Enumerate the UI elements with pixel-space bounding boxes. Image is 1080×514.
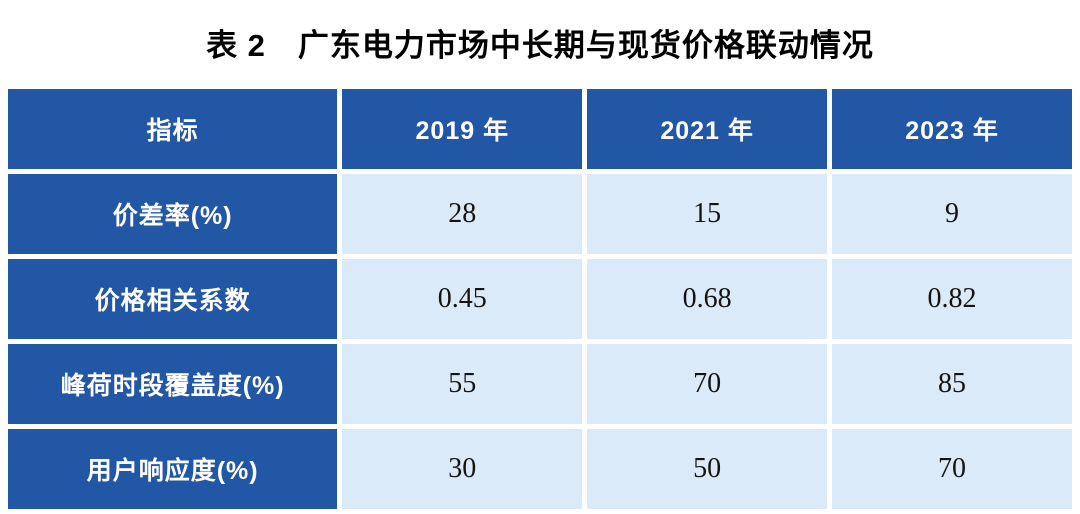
value-cell: 70 bbox=[587, 344, 828, 424]
header-cell-indicator: 指标 bbox=[8, 89, 338, 169]
table-row: 用户响应度(%) 30 50 70 bbox=[8, 429, 1072, 509]
table-row: 价格相关系数 0.45 0.68 0.82 bbox=[8, 259, 1072, 339]
value-cell: 0.68 bbox=[587, 259, 828, 339]
value-cell: 70 bbox=[832, 429, 1072, 509]
header-row: 指标 2019 年 2021 年 2023 年 bbox=[8, 89, 1072, 169]
table-row: 价差率(%) 28 15 9 bbox=[8, 174, 1072, 254]
row-label-price-spread: 价差率(%) bbox=[8, 174, 338, 254]
value-cell: 0.82 bbox=[832, 259, 1072, 339]
table-caption: 表 2 广东电力市场中长期与现货价格联动情况 bbox=[206, 27, 874, 63]
value-cell: 28 bbox=[342, 174, 583, 254]
header-cell-2019: 2019 年 bbox=[342, 89, 583, 169]
value-cell: 30 bbox=[342, 429, 583, 509]
price-linkage-table: 指标 2019 年 2021 年 2023 年 价差率(%) 28 15 9 价… bbox=[3, 84, 1077, 514]
value-cell: 0.45 bbox=[342, 259, 583, 339]
value-cell: 9 bbox=[832, 174, 1072, 254]
row-label-correlation: 价格相关系数 bbox=[8, 259, 338, 339]
value-cell: 15 bbox=[587, 174, 828, 254]
row-label-user-response: 用户响应度(%) bbox=[8, 429, 338, 509]
header-cell-2023: 2023 年 bbox=[832, 89, 1072, 169]
value-cell: 85 bbox=[832, 344, 1072, 424]
value-cell: 50 bbox=[587, 429, 828, 509]
header-cell-2021: 2021 年 bbox=[587, 89, 828, 169]
value-cell: 55 bbox=[342, 344, 583, 424]
table-row: 峰荷时段覆盖度(%) 55 70 85 bbox=[8, 344, 1072, 424]
row-label-peak-coverage: 峰荷时段覆盖度(%) bbox=[8, 344, 338, 424]
